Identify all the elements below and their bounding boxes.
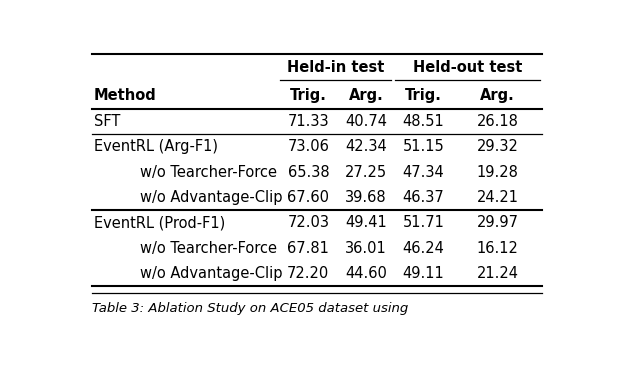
Text: 48.51: 48.51 (402, 114, 444, 129)
Text: 40.74: 40.74 (345, 114, 387, 129)
Text: Table 3: Ablation Study on ACE05 dataset using: Table 3: Ablation Study on ACE05 dataset… (91, 302, 408, 315)
Text: 42.34: 42.34 (345, 139, 387, 154)
Text: Held-in test: Held-in test (287, 60, 384, 75)
Text: 71.33: 71.33 (287, 114, 329, 129)
Text: Trig.: Trig. (290, 88, 327, 103)
Text: EventRL (Arg-F1): EventRL (Arg-F1) (94, 139, 218, 154)
Text: 29.97: 29.97 (476, 216, 519, 231)
Text: 24.21: 24.21 (476, 190, 519, 205)
Text: EventRL (Prod-F1): EventRL (Prod-F1) (94, 216, 226, 231)
Text: 51.71: 51.71 (402, 216, 444, 231)
Text: 67.60: 67.60 (287, 190, 329, 205)
Text: w/o Advantage-Clip: w/o Advantage-Clip (140, 190, 282, 205)
Text: 16.12: 16.12 (476, 241, 519, 256)
Text: 72.03: 72.03 (287, 216, 329, 231)
Text: w/o Advantage-Clip: w/o Advantage-Clip (140, 266, 282, 281)
Text: 46.37: 46.37 (402, 190, 444, 205)
Text: 29.32: 29.32 (476, 139, 519, 154)
Text: 44.60: 44.60 (345, 266, 387, 281)
Text: 65.38: 65.38 (287, 165, 329, 180)
Text: Arg.: Arg. (349, 88, 383, 103)
Text: 26.18: 26.18 (476, 114, 519, 129)
Text: 21.24: 21.24 (476, 266, 519, 281)
Text: 47.34: 47.34 (402, 165, 444, 180)
Text: w/o Tearcher-Force: w/o Tearcher-Force (140, 241, 276, 256)
Text: 27.25: 27.25 (345, 165, 387, 180)
Text: SFT: SFT (94, 114, 121, 129)
Text: 39.68: 39.68 (345, 190, 387, 205)
Text: Trig.: Trig. (405, 88, 442, 103)
Text: Arg.: Arg. (480, 88, 515, 103)
Text: 51.15: 51.15 (402, 139, 444, 154)
Text: 67.81: 67.81 (287, 241, 329, 256)
Text: Held-out test: Held-out test (413, 60, 522, 75)
Text: 46.24: 46.24 (402, 241, 444, 256)
Text: 73.06: 73.06 (287, 139, 329, 154)
Text: 72.20: 72.20 (287, 266, 329, 281)
Text: 49.11: 49.11 (402, 266, 444, 281)
Text: 49.41: 49.41 (345, 216, 387, 231)
Text: Method: Method (94, 88, 157, 103)
Text: 19.28: 19.28 (476, 165, 519, 180)
Text: w/o Tearcher-Force: w/o Tearcher-Force (140, 165, 276, 180)
Text: 36.01: 36.01 (345, 241, 387, 256)
